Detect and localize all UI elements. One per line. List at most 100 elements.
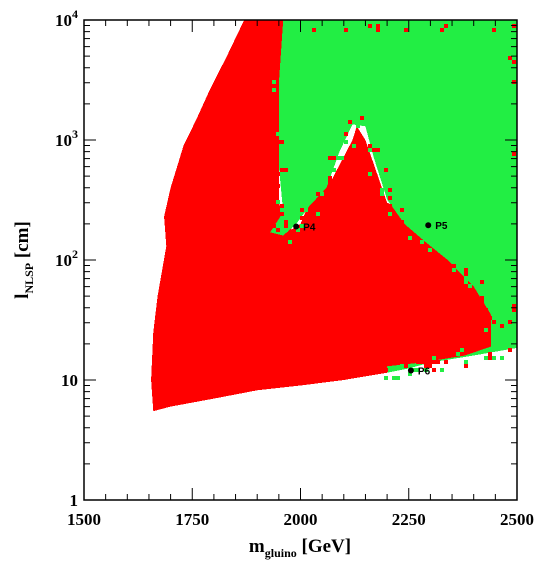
- y-tick-base: 10: [55, 11, 72, 30]
- speckle-cell: [484, 296, 488, 300]
- speckle-cell: [512, 208, 516, 212]
- red-region: [151, 20, 517, 412]
- speckle-cell: [400, 220, 404, 224]
- speckle-cell: [424, 360, 428, 364]
- speckle-cell: [384, 168, 388, 172]
- speckle-cell: [480, 296, 484, 300]
- y-tick-label: 10: [61, 371, 78, 390]
- speckle-cell: [392, 376, 396, 380]
- x-tick-label: 2000: [284, 510, 318, 529]
- speckle-cell: [404, 28, 408, 32]
- speckle-cell: [432, 356, 436, 360]
- speckle-cell: [416, 224, 420, 228]
- speckle-cell: [384, 376, 388, 380]
- green-region: [270, 20, 517, 373]
- speckle-cell: [512, 152, 516, 156]
- speckle-cell: [272, 88, 276, 92]
- speckle-cell: [276, 184, 280, 188]
- speckle-cell: [380, 188, 384, 192]
- speckle-cell: [464, 360, 468, 364]
- speckle-cell: [368, 24, 372, 28]
- speckle-cell: [400, 364, 404, 368]
- y-tick-base: 10: [61, 371, 78, 390]
- speckle-cell: [272, 224, 276, 228]
- speckle-cell: [300, 24, 304, 28]
- benchmark-points: P4 P5 P6: [293, 221, 448, 377]
- speckle-cell: [484, 328, 488, 332]
- speckle-cell: [416, 368, 420, 372]
- speckle-cell: [280, 140, 284, 144]
- y-tick-base: 10: [55, 251, 72, 270]
- speckle-cell: [408, 372, 412, 376]
- speckle-cell: [360, 116, 364, 120]
- x-tick-label: 2500: [500, 510, 534, 529]
- speckle-cell: [508, 320, 512, 324]
- speckle-cell: [316, 208, 320, 212]
- speckle-cell: [500, 356, 504, 360]
- speckle-cell: [368, 148, 372, 152]
- y-tick-exponent: 4: [72, 7, 78, 21]
- speckle-cell: [300, 224, 304, 228]
- speckle-cells: [272, 24, 517, 380]
- benchmark-point-label: P4: [303, 223, 316, 234]
- speckle-cell: [280, 136, 284, 140]
- speckle-cell: [328, 156, 332, 160]
- y-tick-exponent: 2: [72, 247, 78, 261]
- speckle-cell: [284, 220, 288, 224]
- speckle-cell: [508, 344, 512, 348]
- speckle-cell: [432, 252, 436, 256]
- speckle-cell: [512, 60, 516, 64]
- speckle-cell: [316, 212, 320, 216]
- speckle-cell: [276, 140, 280, 144]
- y-tick-base: 10: [55, 131, 72, 150]
- speckle-cell: [276, 228, 280, 232]
- speckle-cell: [336, 28, 340, 32]
- speckle-cell: [420, 360, 424, 364]
- speckle-cell: [380, 152, 384, 156]
- benchmark-point: [407, 367, 414, 374]
- speckle-cell: [288, 136, 292, 140]
- speckle-cell: [416, 360, 420, 364]
- speckle-cell: [388, 188, 392, 192]
- speckle-cell: [420, 240, 424, 244]
- speckle-cell: [492, 28, 496, 32]
- y-tick-label: 103: [55, 127, 78, 150]
- speckle-cell: [404, 212, 408, 216]
- speckle-cell: [288, 188, 292, 192]
- speckle-cell: [436, 28, 440, 32]
- speckle-cell: [492, 320, 496, 324]
- speckle-cell: [424, 368, 428, 372]
- speckle-cell: [280, 212, 284, 216]
- speckle-cell: [492, 356, 496, 360]
- speckle-cell: [396, 376, 400, 380]
- speckle-cell: [388, 204, 392, 208]
- speckle-cell: [328, 176, 332, 180]
- speckle-cell: [316, 192, 320, 196]
- speckle-cell: [336, 156, 340, 160]
- speckle-cell: [484, 356, 488, 360]
- y-tick-label: 102: [55, 247, 78, 270]
- benchmark-point-label: P6: [418, 366, 431, 377]
- speckle-cell: [380, 156, 384, 160]
- speckle-cell: [428, 360, 432, 364]
- speckle-cell: [512, 136, 516, 140]
- speckle-cell: [464, 276, 468, 280]
- speckle-cell: [312, 28, 316, 32]
- speckle-cell: [428, 364, 432, 368]
- speckle-cell: [344, 132, 348, 136]
- speckle-cell: [280, 168, 284, 172]
- speckle-cell: [284, 228, 288, 232]
- speckle-cell: [512, 308, 516, 312]
- speckle-cell: [332, 156, 336, 160]
- x-axis-label-sub: gluino: [265, 546, 297, 560]
- speckle-cell: [508, 56, 512, 60]
- speckle-cell: [368, 172, 372, 176]
- speckle-cell: [332, 168, 336, 172]
- speckle-cell: [436, 360, 440, 364]
- speckle-cell: [452, 268, 456, 272]
- speckle-cell: [416, 28, 420, 32]
- speckle-cell: [428, 248, 432, 252]
- speckle-cell: [508, 348, 512, 352]
